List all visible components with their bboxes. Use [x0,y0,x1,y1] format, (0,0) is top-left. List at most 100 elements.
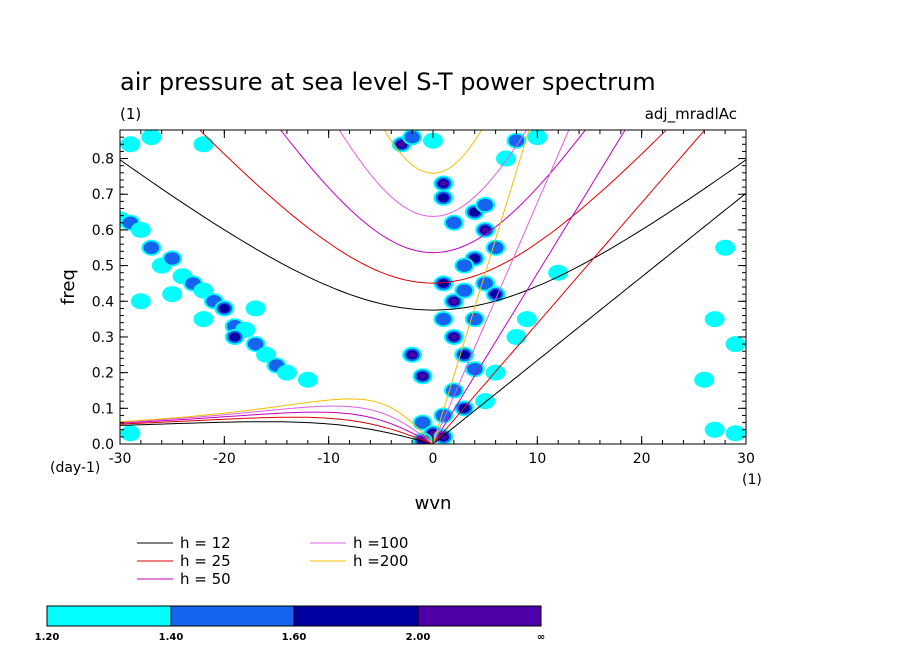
y-tick-label: 0.3 [92,330,114,346]
contour-blob [508,134,525,147]
kelvin-wave-curve [432,130,626,444]
rossby-wave-curve [120,421,434,444]
colorbar: 1.20 1.40 1.60 2.00 ∞ [35,605,545,643]
contour-blob [548,264,569,281]
contour-blob [440,180,447,187]
contour-blob [143,241,160,254]
contour-blob [475,393,496,410]
contour-blob [715,239,736,256]
contour-blob [414,416,431,429]
legend-label: h =200 [353,552,408,570]
gravity-wave-curve [383,130,483,174]
contour-blob [120,136,141,153]
chart-subtitle-right: adj_mradlAc [645,105,737,124]
contour-blob [450,298,458,304]
contour-blob [437,278,450,288]
x-tick-label: 20 [633,451,651,467]
x-tick-label: 0 [429,451,438,467]
contour-blob [247,337,264,351]
contour-blob [456,259,473,272]
legend-label: h =100 [353,534,408,552]
contour-blob [130,221,151,238]
y-unit-label: (day-1) [50,460,100,476]
contour-blob [419,373,426,379]
gravity-wave-curve [280,130,586,254]
x-axis: -30 -20 -10 0 10 20 30 [109,130,755,467]
gravity-wave-curve [199,130,667,284]
y-tick-label: 0.4 [92,294,114,310]
contour-blob [141,130,162,146]
contour-blob [164,252,180,265]
x-tick-label: 30 [737,451,755,467]
kelvin-wave-curve [432,130,530,444]
contour-blob [725,425,746,442]
contour-blob [423,132,443,149]
kelvin-wave-curve [432,192,746,444]
rossby-wave-curve [120,398,434,444]
gravity-wave-curve [120,159,746,311]
contour-blob [496,150,517,167]
contour-blob [435,409,452,422]
colorbar-segment [293,605,419,627]
gravity-wave-curve [338,130,528,217]
y-tick-label: 0.8 [92,152,114,168]
contour-blob [485,364,506,381]
contour-blob [466,362,483,376]
colorbar-label: 1.20 [35,632,60,643]
contour-blob [456,284,473,297]
contour-blob [130,293,151,310]
contour-blob [694,371,715,388]
rossby-wave-curve [120,411,434,444]
colorbar-label: ∞ [537,632,545,643]
contour-layer [120,130,746,444]
colorbar-label: 1.40 [159,632,184,643]
contour-blob [704,311,725,328]
contour-blob [437,193,450,203]
y-axis-label: freq [58,269,79,305]
contour-blob [297,371,318,388]
contour-blob [218,303,230,313]
contour-blob [245,300,266,317]
contour-blob [481,227,489,233]
y-tick-label: 0.5 [92,259,114,275]
contour-blob [120,425,141,442]
y-tick-label: 0.7 [92,187,114,203]
contour-blob [404,130,420,144]
x-unit-label: (1) [742,472,762,488]
dispersion-curves [120,130,746,444]
contour-blob [725,336,746,353]
chart-subtitle-left: (1) [120,105,141,123]
contour-blob [162,286,183,303]
contour-blob [408,352,416,358]
contour-blob [487,241,504,254]
x-tick-label: 10 [528,451,546,467]
contour-blob [450,334,458,340]
colorbar-segment [417,605,542,627]
colorbar-label: 1.60 [282,632,307,643]
x-tick-label: -30 [109,451,132,467]
contour-blob [398,141,406,147]
contour-blob [477,198,493,212]
y-axis: 0.0 0.1 0.2 0.3 0.4 0.5 0.6 0.7 0.8 [92,136,746,453]
y-tick-label: 0.2 [92,366,114,382]
x-tick-label: -20 [213,451,236,467]
legend-label: h = 12 [180,534,231,552]
contour-blob [435,312,452,326]
contour-blob [193,136,214,153]
rossby-wave-curve [120,405,434,444]
y-tick-label: 0.1 [92,401,114,417]
contour-blob [440,434,447,440]
contour-blob [276,364,297,381]
colorbar-label: 2.00 [406,632,431,643]
colorbar-segment [170,605,295,627]
legend-label: h = 25 [180,552,231,570]
x-tick-label: -10 [317,451,340,467]
contour-blob [516,311,537,328]
contour-blob [466,312,483,326]
contour-blob [193,311,214,328]
kelvin-wave-curve [432,130,570,444]
y-tick-label: 0.6 [92,223,114,239]
